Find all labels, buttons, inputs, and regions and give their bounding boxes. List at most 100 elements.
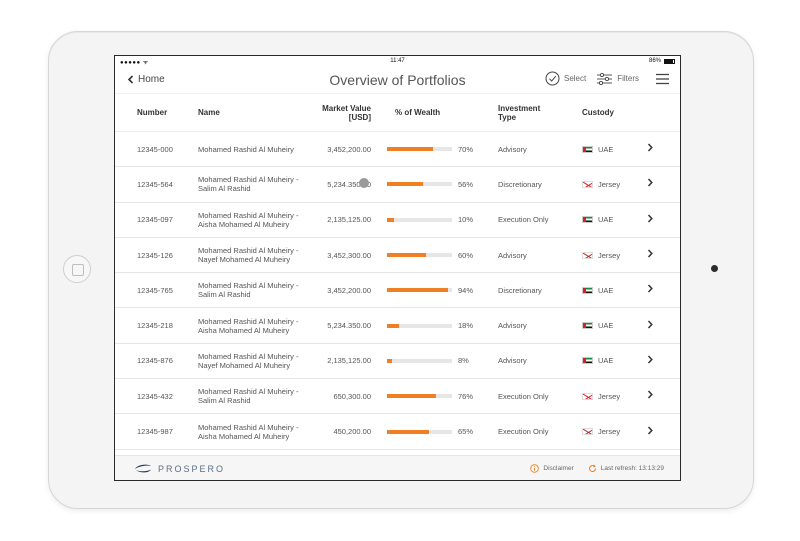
header-wealth[interactable]: % of Wealth	[395, 108, 441, 117]
custody-label: Jersey	[598, 427, 621, 437]
refresh-icon	[588, 464, 596, 472]
portfolio-name-line1: Mohamed Rashid Al Muheiry -	[198, 210, 299, 220]
wealth-bar	[387, 182, 452, 187]
wealth-cell: 60%	[373, 251, 498, 260]
wealth-cell: 70%	[373, 145, 498, 154]
disclaimer-link[interactable]: Disclaimer	[530, 464, 574, 473]
portfolio-name-line2: Salim Al Rashid	[198, 290, 251, 300]
wealth-cell: 65%	[373, 427, 498, 436]
portfolio-number: 12345-765	[137, 285, 173, 295]
nav-bar: Home Overview of Portfolios Select Filte…	[115, 68, 680, 94]
portfolio-name-line1: Mohamed Rashid Al Muheiry -	[198, 351, 299, 361]
table-row[interactable]: 12345-876 Mohamed Rashid Al Muheiry - Naye…	[115, 343, 680, 380]
wealth-cell: 8%	[373, 356, 498, 365]
custody-cell: Jersey	[582, 392, 640, 401]
investment-type: Execution Only	[498, 427, 549, 437]
header-name[interactable]: Name	[198, 108, 220, 117]
custody-label: UAE	[598, 144, 614, 154]
status-bar: ●●●●● ᯤ 11:47 86%	[115, 56, 680, 68]
jersey-flag-icon	[582, 428, 593, 436]
chevron-right-icon[interactable]	[640, 426, 660, 438]
wealth-percent: 56%	[458, 179, 474, 189]
table-row[interactable]: 12345-000 Mohamed Rashid Al Muheiry 3,452,…	[115, 132, 680, 168]
back-button[interactable]: Home	[127, 74, 165, 85]
table-row[interactable]: 12345-126 Mohamed Rashid Al Muheiry - Naye…	[115, 237, 680, 274]
portfolio-name-line2: Salim Al Rashid	[198, 184, 251, 194]
chevron-right-icon[interactable]	[640, 355, 660, 367]
investment-type: Advisory	[498, 321, 527, 331]
logo-text: PROSPERO	[158, 463, 226, 474]
portfolio-number: 12345-987	[137, 427, 173, 437]
header-custody[interactable]: Custody	[582, 108, 614, 117]
header-number[interactable]: Number	[137, 108, 168, 117]
chevron-right-icon[interactable]	[640, 214, 660, 226]
wealth-cell: 76%	[373, 392, 498, 401]
table-row[interactable]: 12345-097 Mohamed Rashid Al Muheiry - Aish…	[115, 202, 680, 238]
front-camera	[711, 265, 718, 272]
portfolio-name: Mohamed Rashid Al Muheiry - Aisha Mohamed…	[198, 423, 308, 441]
wealth-bar	[387, 147, 452, 152]
select-button[interactable]: Select	[545, 71, 586, 86]
custody-label: UAE	[598, 321, 614, 331]
market-value: 3,452,200.00	[327, 144, 371, 154]
wealth-bar	[387, 358, 452, 363]
header-investment-line1: Investment	[498, 103, 541, 113]
touch-indicator	[359, 178, 369, 188]
portfolio-name: Mohamed Rashid Al Muheiry - Nayef Mohamed…	[198, 352, 308, 370]
check-circle-icon	[545, 71, 560, 86]
jersey-flag-icon	[582, 251, 593, 259]
filters-button[interactable]: Filters	[596, 72, 639, 86]
portfolio-name-line1: Mohamed Rashid Al Muheiry -	[198, 281, 299, 291]
header-market-value[interactable]: Market Value [USD]	[308, 104, 373, 122]
wealth-percent: 10%	[458, 215, 474, 225]
chevron-right-icon[interactable]	[640, 284, 660, 296]
portfolio-name-line1: Mohamed Rashid Al Muheiry -	[198, 175, 299, 185]
footer: PROSPERO Disclaimer Last refresh: 13:13:…	[115, 455, 680, 480]
portfolio-name: Mohamed Rashid Al Muheiry - Aisha Mohamed…	[198, 317, 308, 335]
custody-cell: Jersey	[582, 427, 640, 436]
wealth-percent: 76%	[458, 391, 474, 401]
back-label: Home	[138, 74, 165, 85]
portfolio-name-line1: Mohamed Rashid Al Muheiry -	[198, 387, 299, 397]
hamburger-menu-icon[interactable]	[655, 73, 670, 85]
jersey-flag-icon	[582, 180, 593, 188]
table-row[interactable]: 12345-432 Mohamed Rashid Al Muheiry - Sali…	[115, 379, 680, 415]
portfolio-name-line2: Nayef Mohamed Al Muheiry	[198, 255, 291, 265]
nav-actions: Select Filters	[545, 71, 670, 86]
portfolio-name: Mohamed Rashid Al Muheiry - Aisha Mohamed…	[198, 211, 308, 229]
chevron-right-icon[interactable]	[640, 178, 660, 190]
refresh-button[interactable]: Last refresh: 13:13:29	[588, 464, 664, 473]
custody-label: UAE	[598, 356, 614, 366]
custody-label: UAE	[598, 285, 614, 295]
custody-cell: Jersey	[582, 180, 640, 189]
battery-indicator: 86%	[649, 58, 675, 64]
market-value: 5,234.350.00	[327, 179, 371, 189]
chevron-right-icon[interactable]	[640, 143, 660, 155]
investment-type: Advisory	[498, 356, 527, 366]
chevron-right-icon[interactable]	[640, 249, 660, 261]
page-title: Overview of Portfolios	[329, 72, 466, 88]
wealth-bar	[387, 253, 452, 258]
portfolio-name: Mohamed Rashid Al Muheiry - Nayef Mohamed…	[198, 246, 308, 264]
portfolio-number: 12345-218	[137, 321, 173, 331]
wealth-bar	[387, 394, 452, 399]
table-row[interactable]: 12345-987 Mohamed Rashid Al Muheiry - Aish…	[115, 414, 680, 450]
chevron-right-icon[interactable]	[640, 390, 660, 402]
table-row[interactable]: 12345-765 Mohamed Rashid Al Muheiry - Sali…	[115, 273, 680, 309]
table-row[interactable]: 12345-564 Mohamed Rashid Al Muheiry - Sali…	[115, 167, 680, 203]
table-row[interactable]: 12345-218 Mohamed Rashid Al Muheiry - Aish…	[115, 308, 680, 344]
portfolio-table-body: 12345-000 Mohamed Rashid Al Muheiry 3,452,…	[115, 132, 680, 450]
chevron-right-icon[interactable]	[640, 320, 660, 332]
home-button[interactable]	[63, 255, 91, 283]
disclaimer-label: Disclaimer	[543, 465, 574, 472]
table-header: Number Name Market Value [USD] % of Weal…	[115, 94, 680, 132]
uae-flag-icon	[582, 357, 593, 365]
chevron-left-icon	[127, 75, 134, 84]
wealth-bar	[387, 217, 452, 222]
footer-actions: Disclaimer Last refresh: 13:13:29	[530, 464, 664, 473]
wealth-cell: 18%	[373, 321, 498, 330]
uae-flag-icon	[582, 286, 593, 294]
header-investment-type[interactable]: Investment Type	[498, 104, 582, 122]
custody-cell: UAE	[582, 321, 640, 330]
custody-cell: UAE	[582, 145, 640, 154]
